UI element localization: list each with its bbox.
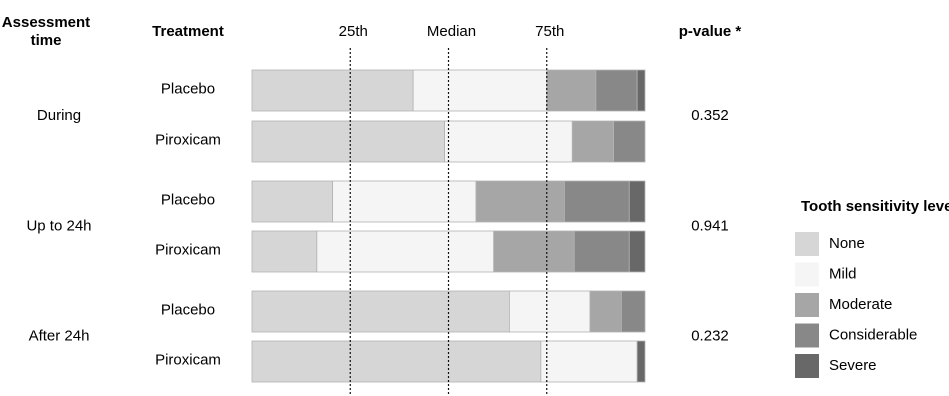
bar-segment-mild-g1-r1 [316,230,495,273]
reference-line-label: 25th [339,23,368,40]
assessment-time-label: After 24h [29,327,90,344]
p-value-label: 0.232 [691,327,729,344]
bar-segment-none-g0-r1 [251,120,445,163]
p-value-header: p-value * [679,23,742,40]
bars-layer [251,69,646,383]
bar-segment-considerable-g2-r0 [621,290,646,333]
assessment-time-label: During [37,107,81,124]
legend-label-severe: Severe [829,357,877,374]
treatment-label: Placebo [161,301,215,318]
treatment-label: Piroxicam [155,131,221,148]
legend-label-mild: Mild [829,265,857,282]
legend: Tooth sensitivity level None Mild Moderate… [795,198,949,378]
legend-label-moderate: Moderate [829,296,892,313]
legend-items: None Mild Moderate Considerable Severe [795,232,917,378]
legend-swatch-moderate [795,293,819,317]
bar-segment-considerable-g1-r0 [564,180,630,223]
bar-segment-moderate-g1-r1 [493,230,575,273]
reference-lines-layer: 25th Median 75th [339,23,564,394]
p-value-label: 0.352 [691,107,729,124]
legend-title: Tooth sensitivity level [801,198,949,215]
bar-segment-mild-g2-r0 [509,290,591,333]
bar-segment-none-g2-r1 [251,340,542,383]
assessment-time-header: Assessment time [2,14,90,49]
bar-segment-moderate-g0-r1 [571,120,614,163]
legend-swatch-severe [795,354,819,378]
treatment-header: Treatment [152,23,224,40]
reference-line-label: 75th [535,23,564,40]
treatment-label: Piroxicam [155,351,221,368]
labels-layer: Placebo Piroxicam During 0.352 Placebo Piroxi… [26,80,728,368]
bar-segment-none-g1-r1 [251,230,318,273]
bar-segment-none-g0-r0 [251,69,414,112]
bar-segment-considerable-g0-r0 [595,69,638,112]
legend-label-none: None [829,235,865,252]
bar-segment-severe-g0-r0 [636,69,646,112]
treatment-label: Placebo [161,191,215,208]
bar-segment-moderate-g0-r0 [546,69,597,112]
treatment-label: Piroxicam [155,241,221,258]
assessment-time-header-line2: time [31,32,62,49]
assessment-time-label: Up to 24h [26,217,91,234]
bar-segment-none-g2-r0 [251,290,510,333]
bar-segment-mild-g0-r1 [444,120,573,163]
p-value-label: 0.941 [691,217,729,234]
bar-segment-moderate-g1-r0 [475,180,565,223]
bar-segment-mild-g2-r1 [540,340,638,383]
bar-segment-moderate-g2-r0 [589,290,622,333]
bar-segment-none-g1-r0 [251,180,333,223]
bar-segment-considerable-g1-r1 [573,230,630,273]
assessment-time-header-line1: Assessment [2,14,90,31]
legend-swatch-none [795,232,819,256]
bar-segment-considerable-g0-r1 [613,120,646,163]
treatment-label: Placebo [161,80,215,97]
bar-segment-severe-g1-r0 [628,180,646,223]
bar-segment-mild-g1-r0 [332,180,477,223]
legend-swatch-considerable [795,323,819,348]
bar-segment-severe-g1-r1 [628,230,646,273]
legend-swatch-mild [795,262,819,287]
reference-line-label: Median [427,23,476,40]
legend-label-considerable: Considerable [829,326,917,343]
bar-segment-severe-g2-r1 [636,340,646,383]
bar-segment-mild-g0-r0 [412,69,548,112]
